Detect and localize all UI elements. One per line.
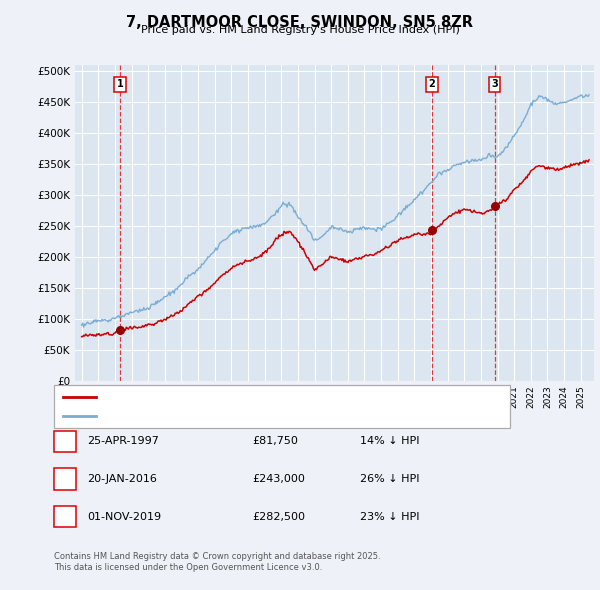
Text: 23% ↓ HPI: 23% ↓ HPI	[360, 512, 419, 522]
Text: 7, DARTMOOR CLOSE, SWINDON, SN5 8ZR (detached house): 7, DARTMOOR CLOSE, SWINDON, SN5 8ZR (det…	[102, 392, 399, 402]
Text: £243,000: £243,000	[252, 474, 305, 484]
Text: Price paid vs. HM Land Registry's House Price Index (HPI): Price paid vs. HM Land Registry's House …	[140, 25, 460, 35]
Text: 2: 2	[428, 79, 435, 89]
Text: 3: 3	[491, 79, 498, 89]
Text: 01-NOV-2019: 01-NOV-2019	[87, 512, 161, 522]
Text: 3: 3	[61, 512, 68, 522]
Text: 7, DARTMOOR CLOSE, SWINDON, SN5 8ZR: 7, DARTMOOR CLOSE, SWINDON, SN5 8ZR	[127, 15, 473, 30]
Text: 1: 1	[116, 79, 123, 89]
Text: 26% ↓ HPI: 26% ↓ HPI	[360, 474, 419, 484]
Text: 1: 1	[61, 437, 68, 446]
Text: Contains HM Land Registry data © Crown copyright and database right 2025.
This d: Contains HM Land Registry data © Crown c…	[54, 552, 380, 572]
Text: £81,750: £81,750	[252, 437, 298, 446]
Text: 20-JAN-2016: 20-JAN-2016	[87, 474, 157, 484]
Text: £282,500: £282,500	[252, 512, 305, 522]
Text: 25-APR-1997: 25-APR-1997	[87, 437, 159, 446]
Text: 14% ↓ HPI: 14% ↓ HPI	[360, 437, 419, 446]
Text: HPI: Average price, detached house, Swindon: HPI: Average price, detached house, Swin…	[102, 411, 324, 421]
Text: 2: 2	[61, 474, 68, 484]
